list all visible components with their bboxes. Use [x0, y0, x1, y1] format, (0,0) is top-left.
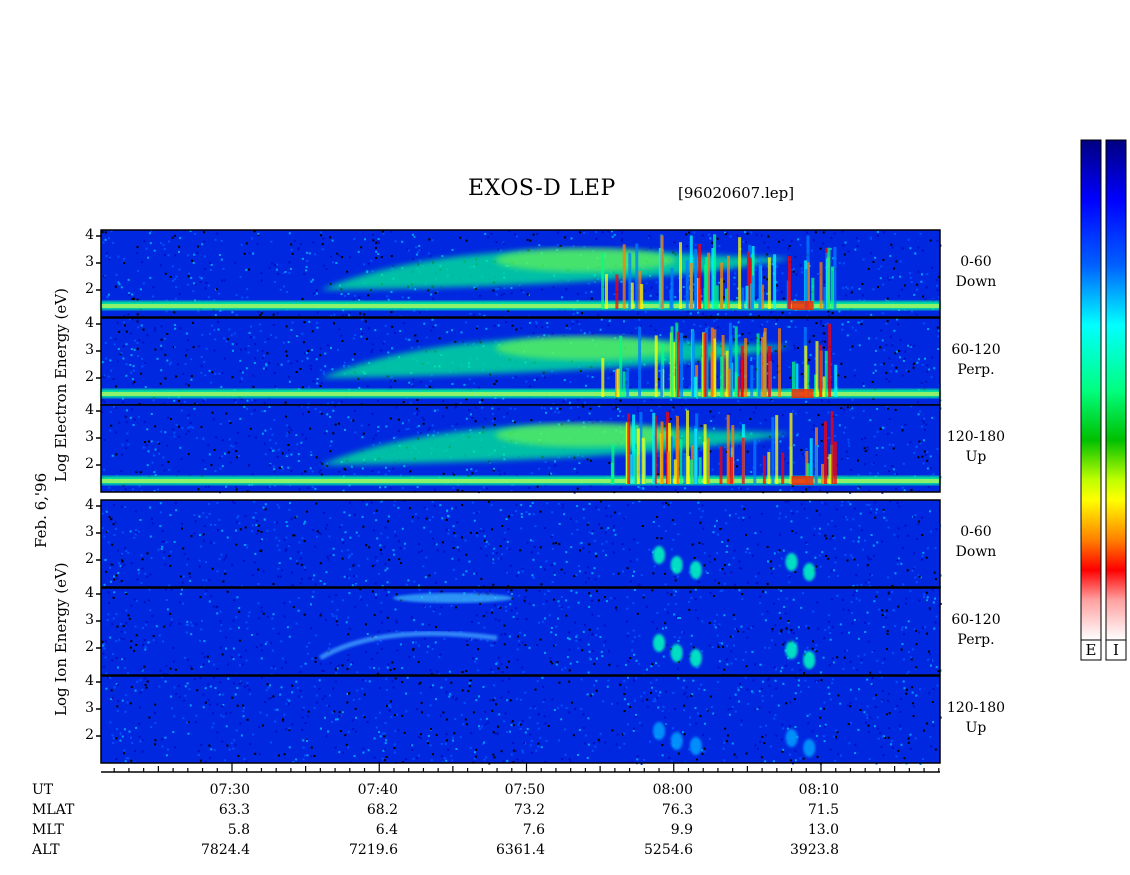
y-tick-label: 3: [85, 429, 94, 445]
spectrogram-panel-electron-0: [100, 229, 942, 319]
spectrogram-panel-ion-0: [100, 499, 942, 589]
y-tick-label: 4: [85, 315, 94, 331]
panel-label-electron-0: 0-60 Down: [941, 252, 1011, 292]
pitch-range: 0-60: [960, 254, 992, 270]
y-tick-label: 2: [85, 551, 94, 567]
spectrogram-panel-electron-2: [100, 404, 942, 494]
ion-ylabel: Log Ion Energy (eV): [52, 562, 70, 716]
x-row-label-mlt: MLT: [32, 822, 64, 838]
y-tick-label: 2: [85, 456, 94, 472]
x-value-mlt: 5.8: [227, 822, 250, 838]
date-label: Feb. 6,'96: [32, 472, 50, 548]
y-tick-label: 2: [85, 281, 94, 297]
x-value-mlat: 73.2: [513, 802, 545, 818]
pitch-range: 120-180: [946, 429, 1006, 445]
x-value-ut: 08:00: [652, 782, 693, 798]
y-tick-label: 3: [85, 254, 94, 270]
pitch-direction: Perp.: [957, 362, 995, 378]
pitch-range: 120-180: [946, 700, 1006, 716]
x-value-ut: 07:50: [504, 782, 545, 798]
y-tick-label: 4: [85, 585, 94, 601]
y-tick-label: 4: [85, 227, 94, 243]
electron-colorbar: [1080, 139, 1102, 641]
x-value-alt: 7219.6: [349, 842, 398, 858]
x-value-mlat: 76.3: [661, 802, 693, 818]
panel-label-electron-2: 120-180 Up: [941, 427, 1011, 467]
x-value-mlt: 6.4: [375, 822, 398, 838]
x-value-mlt: 7.6: [522, 822, 545, 838]
y-tick-label: 4: [85, 497, 94, 513]
x-value-alt: 6361.4: [496, 842, 545, 858]
x-value-alt: 7824.4: [201, 842, 250, 858]
x-value-mlt: 9.9: [670, 822, 693, 838]
colorbar-label-i: I: [1113, 641, 1119, 659]
y-tick-label: 4: [85, 402, 94, 418]
electron-ylabel: Log Electron Energy (eV): [52, 288, 70, 482]
colorbar-i-box: [1105, 639, 1127, 661]
spectrogram-panel-ion-1: [100, 587, 942, 677]
panel-label-ion-1: 60-120 Perp.: [941, 610, 1011, 650]
ion-colorbar: [1105, 139, 1127, 641]
x-value-ut: 07:30: [209, 782, 250, 798]
pitch-range: 60-120: [951, 342, 1001, 358]
x-value-mlat: 63.3: [218, 802, 250, 818]
y-tick-label: 3: [85, 700, 94, 716]
spectrogram-panel-electron-1: [100, 317, 942, 407]
pitch-direction: Down: [955, 274, 997, 290]
pitch-direction: Down: [955, 544, 997, 560]
x-value-mlat: 68.2: [366, 802, 398, 818]
y-tick-label: 2: [85, 727, 94, 743]
x-value-ut: 08:10: [798, 782, 839, 798]
pitch-direction: Up: [965, 720, 987, 736]
y-tick-label: 2: [85, 639, 94, 655]
colorbar-e-box: [1080, 639, 1102, 661]
x-value-alt: 3923.8: [790, 842, 839, 858]
panel-label-ion-0: 0-60 Down: [941, 522, 1011, 562]
panel-label-electron-1: 60-120 Perp.: [941, 340, 1011, 380]
pitch-direction: Perp.: [957, 632, 995, 648]
x-value-mlat: 71.5: [807, 802, 839, 818]
pitch-range: 0-60: [960, 524, 992, 540]
x-value-alt: 5254.6: [644, 842, 693, 858]
x-row-label-mlat: MLAT: [32, 802, 75, 818]
panel-label-ion-2: 120-180 Up: [941, 698, 1011, 738]
y-tick-label: 3: [85, 524, 94, 540]
y-tick-label: 3: [85, 612, 94, 628]
pitch-range: 60-120: [951, 612, 1001, 628]
y-tick-label: 2: [85, 369, 94, 385]
pitch-direction: Up: [965, 449, 987, 465]
x-row-label-alt: ALT: [32, 842, 60, 858]
file-label: [96020607.lep]: [678, 184, 795, 202]
chart-title: EXOS-D LEP: [468, 176, 616, 201]
colorbar-label-e: E: [1085, 641, 1097, 659]
x-row-label-ut: UT: [32, 782, 54, 798]
y-tick-label: 4: [85, 673, 94, 689]
y-tick-label: 3: [85, 342, 94, 358]
x-value-mlt: 13.0: [807, 822, 839, 838]
x-value-ut: 07:40: [357, 782, 398, 798]
spectrogram-panel-ion-2: [100, 675, 942, 765]
